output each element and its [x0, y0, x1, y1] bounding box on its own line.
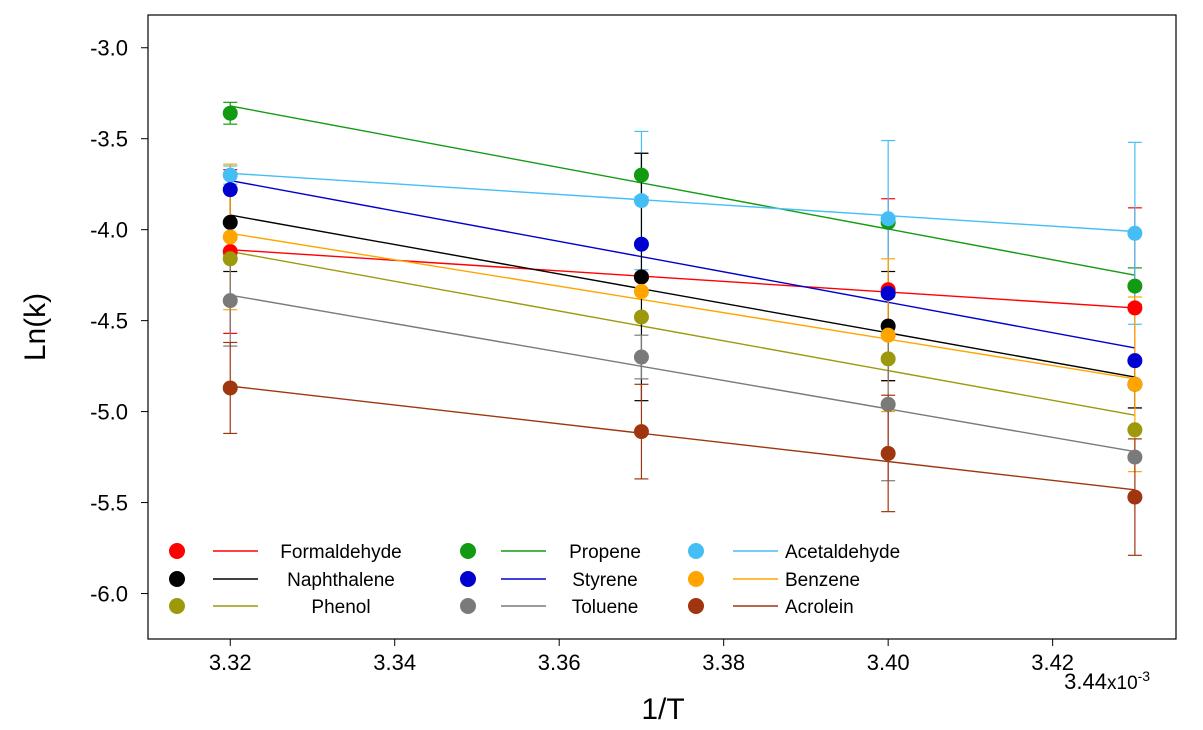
data-point	[633, 167, 649, 183]
data-point	[222, 182, 238, 198]
y-tick-label: -5.0	[90, 400, 128, 425]
data-point	[880, 285, 896, 301]
x-exponent-label: x10-3	[1107, 668, 1150, 694]
fit-line	[230, 105, 1136, 276]
data-point	[880, 327, 896, 343]
data-point	[1127, 225, 1143, 241]
legend-label: Acrolein	[785, 597, 854, 618]
data-point	[633, 193, 649, 209]
data-point	[222, 167, 238, 183]
fit-lines	[230, 105, 1136, 491]
legend-marker	[460, 598, 476, 614]
data-point	[633, 309, 649, 325]
data-point	[633, 284, 649, 300]
data-point	[633, 236, 649, 252]
fit-line	[230, 294, 1135, 453]
x-axis-title: 1/T	[641, 693, 684, 726]
fit-line	[230, 179, 1136, 349]
x-tick-label: 3.40	[867, 650, 910, 675]
y-tick-label: -5.5	[90, 491, 128, 516]
y-axis-title: Ln(k)	[19, 293, 52, 361]
legend-label: Formaldehyde	[280, 542, 401, 563]
fit-line	[230, 214, 1136, 378]
fit-line	[230, 250, 1136, 416]
data-point	[1127, 278, 1143, 294]
data-point	[880, 396, 896, 412]
legend-marker	[460, 543, 476, 559]
legend-label: Benzene	[785, 570, 860, 591]
y-axis: -3.0 -3.5 -4.0 -4.5 -5.0 -5.5 -6.0	[90, 36, 148, 607]
y-tick-label: -6.0	[90, 582, 128, 607]
legend-marker	[169, 598, 185, 614]
legend-label: Phenol	[311, 597, 370, 618]
data-point	[880, 211, 896, 227]
plot-frame	[147, 14, 1177, 640]
data-point	[1127, 489, 1143, 505]
legend: Formaldehyde Propene Acetaldehyde Naphthale…	[169, 542, 900, 618]
data-point	[633, 269, 649, 285]
fit-line	[230, 232, 1135, 380]
data-point	[1127, 422, 1143, 438]
legend-marker	[460, 571, 476, 587]
data-point	[222, 251, 238, 267]
data-point	[633, 349, 649, 365]
legend-label: Toluene	[572, 597, 639, 618]
data-point	[222, 105, 238, 121]
legend-marker	[688, 543, 704, 559]
data-point	[1127, 376, 1143, 392]
x-tick-label: 3.42	[1031, 650, 1074, 675]
legend-marker	[169, 571, 185, 587]
x-tick-label: 3.44	[1064, 669, 1107, 694]
legend-label: Styrene	[572, 570, 637, 591]
y-tick-label: -3.5	[90, 127, 128, 152]
error-bars	[223, 101, 1142, 556]
x-tick-label: 3.36	[538, 650, 581, 675]
data-point	[880, 351, 896, 367]
data-point	[222, 293, 238, 309]
data-point	[1127, 300, 1143, 316]
legend-marker	[169, 543, 185, 559]
legend-marker	[688, 571, 704, 587]
data-point	[633, 424, 649, 440]
legend-marker	[688, 598, 704, 614]
legend-label: Acetaldehyde	[785, 542, 900, 563]
fit-line	[230, 385, 1135, 491]
data-point	[1127, 449, 1143, 465]
data-point	[222, 214, 238, 230]
data-point	[880, 445, 896, 461]
x-tick-label: 3.38	[702, 650, 745, 675]
x-tick-label: 3.32	[209, 650, 252, 675]
y-tick-label: -4.5	[90, 309, 128, 334]
data-points	[222, 105, 1143, 505]
x-axis: 3.32 3.34 3.36 3.38 3.40 3.423.44	[209, 639, 1107, 694]
legend-label: Propene	[569, 542, 641, 563]
data-point	[222, 229, 238, 245]
fit-line	[230, 248, 1135, 309]
fit-line	[230, 172, 1135, 233]
data-point	[222, 380, 238, 396]
data-point	[1127, 353, 1143, 369]
legend-label: Naphthalene	[287, 570, 395, 591]
y-tick-label: -3.0	[90, 36, 128, 61]
y-tick-label: -4.0	[90, 218, 128, 243]
x-tick-label: 3.34	[373, 650, 416, 675]
